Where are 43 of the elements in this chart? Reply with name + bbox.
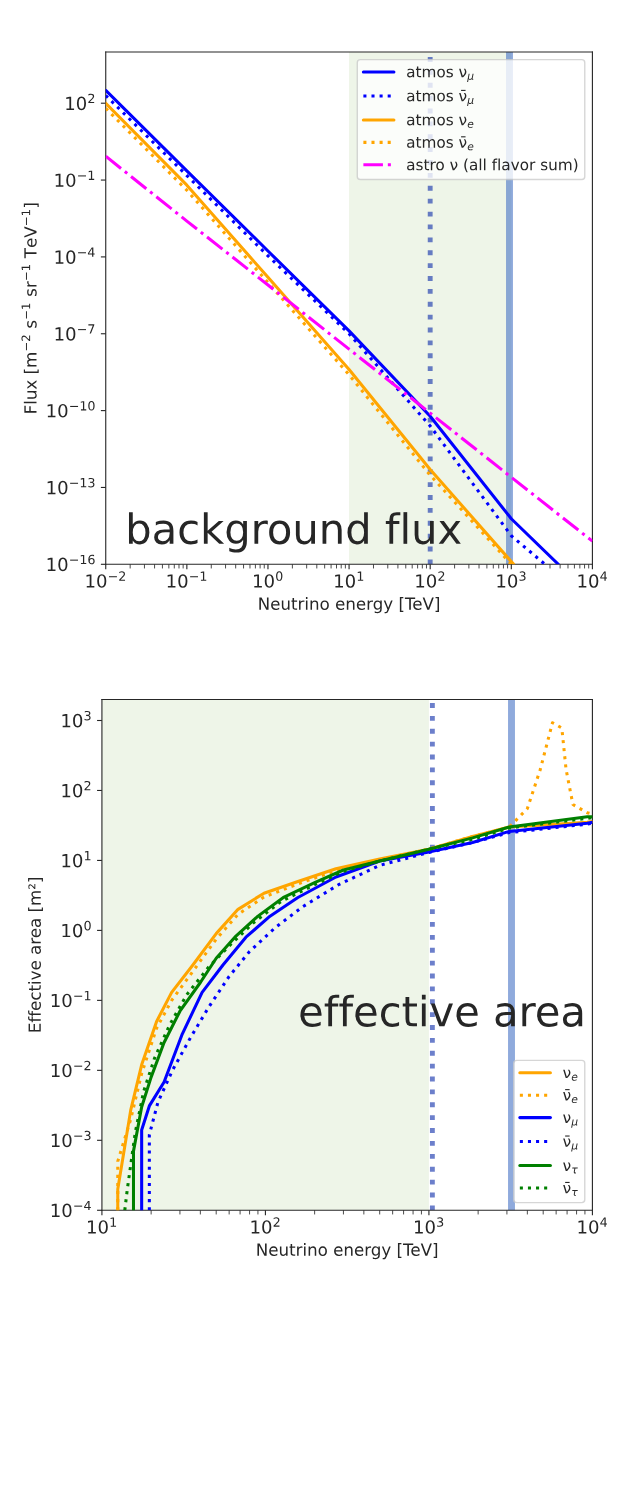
legend-label: ν$_{e}$: [563, 1069, 578, 1081]
annotation: background flux: [128, 512, 461, 553]
y-tick-label: 10$^{−13}$: [47, 477, 95, 495]
x-tick-label: 10$^{1}$: [88, 1217, 117, 1234]
x-tick-label: 10$^{4}$: [578, 571, 607, 588]
legend-label: atmos ν̄$_{μ}$: [407, 89, 474, 106]
annotation: effective area: [300, 994, 583, 1027]
y-tick-label: 10$^{2}$: [62, 780, 91, 798]
y-tick-label: 10$^{1}$: [62, 851, 91, 868]
y-tick-label: 10$^{−16}$: [47, 554, 95, 572]
y-tick-label: 10$^{2}$: [66, 93, 95, 111]
y-tick-label: 10$^{−1}$: [55, 170, 95, 188]
x-axis-title: Neutrino energy [TeV]: [257, 1243, 438, 1260]
x-tick-label: 10$^{−2}$: [86, 571, 126, 588]
y-tick-label: 10$^{−4}$: [55, 247, 95, 264]
y-tick-label: 10$^{−10}$: [47, 401, 95, 418]
legend-label: ν̄$_{e}$: [563, 1089, 578, 1104]
y-tick-label: 10$^{−3}$: [51, 1130, 91, 1148]
legend-label: ν̄$_{τ}$: [563, 1181, 578, 1196]
legend-label: atmos ν̄$_{e}$: [407, 136, 474, 151]
y-tick-label: 10$^{−7}$: [55, 324, 95, 341]
legend-label: ν$_{μ}$: [563, 1114, 578, 1128]
y-tick-label: 10$^{−2}$: [51, 1060, 91, 1078]
y-tick-label: 10$^{3}$: [62, 710, 91, 728]
text: Flux [m$^{−2}$ s$^{−1}$ sr$^{−1}$ TeV$^{−1}$]: [21, 203, 39, 413]
x-tick-label: 10$^{3}$: [497, 571, 526, 588]
x-tick-label: 10$^{2}$: [416, 571, 445, 588]
y-axis-title: Effective area [m²]: [28, 877, 43, 1032]
legend-label: ν̄$_{μ}$: [563, 1135, 578, 1152]
x-tick-label: 10$^{−1}$: [167, 571, 207, 588]
x-tick-label: 10$^{0}$: [254, 571, 283, 588]
x-axis-title: Neutrino energy [TeV]: [259, 597, 440, 614]
y-tick-label: 10$^{0}$: [62, 920, 91, 938]
legend-label: atmos ν$_{e}$: [407, 114, 474, 128]
x-tick-label: 10$^{1}$: [335, 571, 364, 588]
y-tick-label: 10$^{−4}$: [51, 1200, 91, 1218]
legend-label: ν$_{τ}$: [563, 1162, 578, 1174]
x-tick-label: 10$^{3}$: [415, 1217, 444, 1234]
x-tick-label: 10$^{2}$: [251, 1217, 280, 1234]
legend-label: astro ν (all flavor sum): [407, 158, 578, 173]
legend-label: atmos ν$_{μ}$: [407, 66, 474, 82]
y-tick-label: 10$^{−1}$: [51, 990, 91, 1008]
x-tick-label: 10$^{4}$: [578, 1217, 607, 1234]
